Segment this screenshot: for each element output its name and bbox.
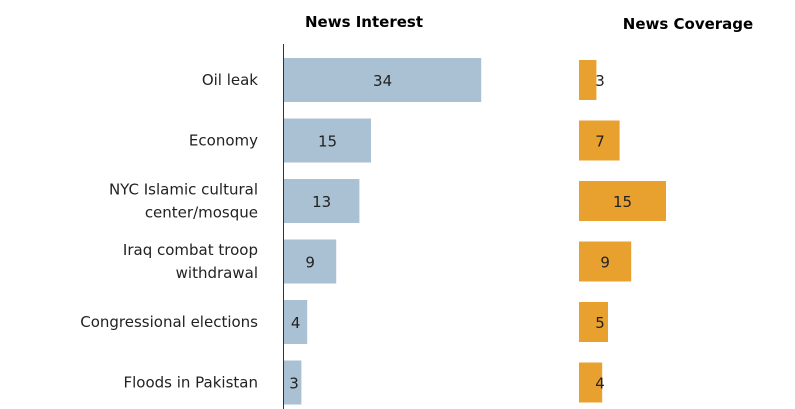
coverage-bar-floods-in-pakistan (579, 362, 603, 403)
category-label-economy: Economy (189, 132, 258, 150)
interest-value-label-economy: 15 (318, 133, 337, 151)
category-label-floods-in-pakistan: Floods in Pakistan (123, 374, 258, 392)
coverage-value-label-economy: 7 (595, 133, 605, 151)
interest-value-label-floods-in-pakistan: 3 (289, 375, 299, 393)
coverage-value-label-nyc-islamic-cultural-center-mosque: 15 (613, 193, 632, 211)
coverage-bar-iraq-combat-troop-withdrawal (579, 241, 632, 282)
coverage-bar-congressional-elections (579, 302, 608, 342)
news-interest-title: News Interest (305, 13, 423, 31)
category-label-nyc-islamic-cultural-center-mosque: NYC Islamic cultural center/mosque (109, 181, 258, 222)
coverage-bar-nyc-islamic-cultural-center-mosque (579, 181, 666, 221)
coverage-value-label-congressional-elections: 5 (595, 314, 605, 332)
interest-bar-congressional-elections (284, 300, 308, 344)
interest-bar-nyc-islamic-cultural-center-mosque (284, 179, 360, 223)
coverage-value-label-oil-leak: 3 (595, 72, 605, 90)
category-label-oil-leak: Oil leak (202, 71, 258, 89)
coverage-bar-oil-leak (579, 60, 597, 100)
category-label-congressional-elections: Congressional elections (80, 313, 258, 331)
interest-bar-economy (284, 118, 371, 163)
interest-bar-oil-leak (284, 58, 482, 102)
interest-value-label-iraq-combat-troop-withdrawal: 9 (305, 254, 315, 272)
interest-value-label-nyc-islamic-cultural-center-mosque: 13 (312, 193, 331, 211)
interest-value-label-congressional-elections: 4 (291, 314, 301, 332)
coverage-bar-economy (579, 120, 620, 161)
coverage-value-label-iraq-combat-troop-withdrawal: 9 (600, 254, 610, 272)
category-label-iraq-combat-troop-withdrawal: Iraq combat troop withdrawal (123, 241, 258, 282)
interest-bar-floods-in-pakistan (284, 360, 302, 405)
interest-bar-iraq-combat-troop-withdrawal (284, 239, 337, 284)
interest-value-label-oil-leak: 34 (373, 72, 392, 90)
coverage-value-label-floods-in-pakistan: 4 (595, 375, 605, 393)
news-coverage-title: News Coverage (623, 15, 753, 33)
